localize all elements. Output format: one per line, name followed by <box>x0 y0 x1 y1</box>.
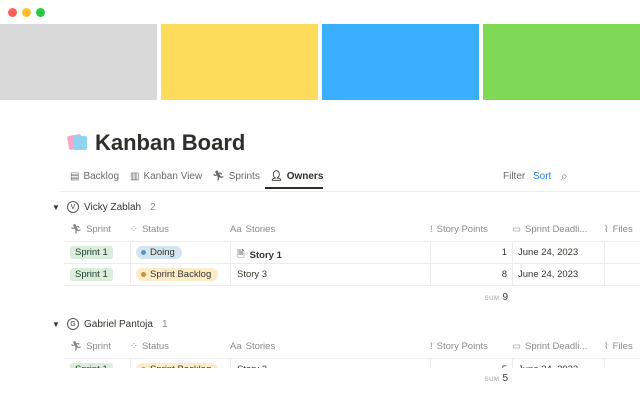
group-header[interactable]: G Gabriel Pantoja 1 <box>67 318 168 330</box>
group-name: Vicky Zablah <box>84 201 142 213</box>
person-icon: 👤︎ <box>270 171 283 182</box>
cover-block-green <box>483 24 640 100</box>
columns-icon: ▥ <box>130 171 140 182</box>
tab-backlog[interactable]: ▤ Backlog <box>70 171 120 182</box>
status-badge: Doing <box>136 246 182 259</box>
sticky-notes-icon <box>66 133 88 151</box>
sprint-deadline: June 24, 2023 <box>518 269 579 280</box>
document-icon: 🗎 <box>237 249 245 260</box>
sprint-deadline: June 24, 2023 <box>518 247 579 258</box>
calendar-icon: ▭ <box>512 224 521 235</box>
divider <box>64 241 640 242</box>
group-count: 2 <box>150 201 156 213</box>
status-badge: Sprint Backlog <box>136 363 219 368</box>
column-header[interactable]: ! Story Points <box>430 224 488 235</box>
column-header[interactable]: ⌇ Files <box>604 341 633 352</box>
column-header[interactable]: ▭ Sprint Deadli... <box>512 224 588 235</box>
story-link[interactable]: 🗎 Story 1 <box>237 247 282 263</box>
close-window-button[interactable] <box>8 8 17 17</box>
column-header[interactable]: ⌇ Files <box>604 224 633 235</box>
column-header[interactable]: ! Story Points <box>430 341 488 352</box>
status-icon: ⁘ <box>130 224 138 235</box>
sum-footer[interactable]: SUM 5 <box>484 373 508 384</box>
exclamation-icon: ! <box>430 341 433 352</box>
story-points: 1 <box>501 247 507 258</box>
text-icon: Aa <box>230 224 242 235</box>
maximize-window-button[interactable] <box>36 8 45 17</box>
cover-block-gray <box>0 24 157 100</box>
tab-sprints[interactable]: 🏃︎ Sprints <box>212 171 260 182</box>
avatar: G <box>67 318 79 330</box>
story-link[interactable]: Story 3 <box>237 269 268 280</box>
runner-icon: 🏃︎ <box>212 171 225 182</box>
collapse-toggle[interactable]: ▼ <box>52 320 60 329</box>
table-body: Sprint 1 Doing 🗎 Story 1 1 June 24, 2023 … <box>0 242 640 286</box>
group-name: Gabriel Pantoja <box>84 318 153 330</box>
table-row[interactable]: Sprint 1 Sprint Backlog Story 2 5 June 2… <box>0 359 640 368</box>
sprint-deadline: June 24, 2023 <box>518 364 578 368</box>
divider <box>64 358 640 359</box>
search-icon[interactable]: ⌕ <box>561 169 568 183</box>
column-header[interactable]: 🏃︎ Sprint <box>70 341 111 352</box>
runner-icon: 🏃︎ <box>70 341 83 352</box>
sprint-tag: Sprint 1 <box>70 363 113 368</box>
exclamation-icon: ! <box>430 224 433 235</box>
archive-icon: ▤ <box>70 171 80 182</box>
status-icon: ⁘ <box>130 341 138 352</box>
tab-owners[interactable]: 👤︎ Owners <box>270 171 324 182</box>
divider <box>60 191 640 192</box>
active-tab-indicator <box>265 187 323 189</box>
sprint-tag: Sprint 1 <box>70 246 113 259</box>
minimize-window-button[interactable] <box>22 8 31 17</box>
calendar-icon: ▭ <box>512 341 521 352</box>
group-header[interactable]: V Vicky Zablah 2 <box>67 201 156 213</box>
column-header[interactable]: Aa Stories <box>230 341 276 352</box>
group-count: 1 <box>161 318 168 330</box>
paperclip-icon: ⌇ <box>604 341 609 352</box>
cover-block-blue <box>322 24 479 100</box>
runner-icon: 🏃︎ <box>70 224 83 235</box>
paperclip-icon: ⌇ <box>604 224 609 235</box>
table-body: Sprint 1 Sprint Backlog Story 2 5 June 2… <box>0 359 640 368</box>
status-badge: Sprint Backlog <box>136 268 219 281</box>
column-header[interactable]: Aa Stories <box>230 224 276 235</box>
filter-button[interactable]: Filter <box>503 171 526 182</box>
cover-block-yellow <box>161 24 318 100</box>
table-row[interactable]: Sprint 1 Doing 🗎 Story 1 1 June 24, 2023 <box>0 242 640 264</box>
column-header[interactable]: ▭ Sprint Deadli... <box>512 341 588 352</box>
sum-footer[interactable]: SUM 9 <box>484 292 508 303</box>
text-icon: Aa <box>230 341 242 352</box>
table-row[interactable]: Sprint 1 Sprint Backlog Story 3 8 June 2… <box>0 264 640 286</box>
collapse-toggle[interactable]: ▼ <box>52 203 60 212</box>
story-points: 5 <box>430 364 507 368</box>
page-title: Kanban Board <box>95 130 246 155</box>
column-header[interactable]: ⁘ Status <box>130 224 169 235</box>
sort-button[interactable]: Sort <box>533 171 552 182</box>
story-link[interactable]: Story 2 <box>237 364 267 368</box>
column-header[interactable]: 🏃︎ Sprint <box>70 224 111 235</box>
column-header[interactable]: ⁘ Status <box>130 341 169 352</box>
story-points: 8 <box>501 269 507 280</box>
avatar: V <box>67 201 79 213</box>
tab-kanban-view[interactable]: ▥ Kanban View <box>130 171 203 182</box>
sprint-tag: Sprint 1 <box>70 268 113 281</box>
